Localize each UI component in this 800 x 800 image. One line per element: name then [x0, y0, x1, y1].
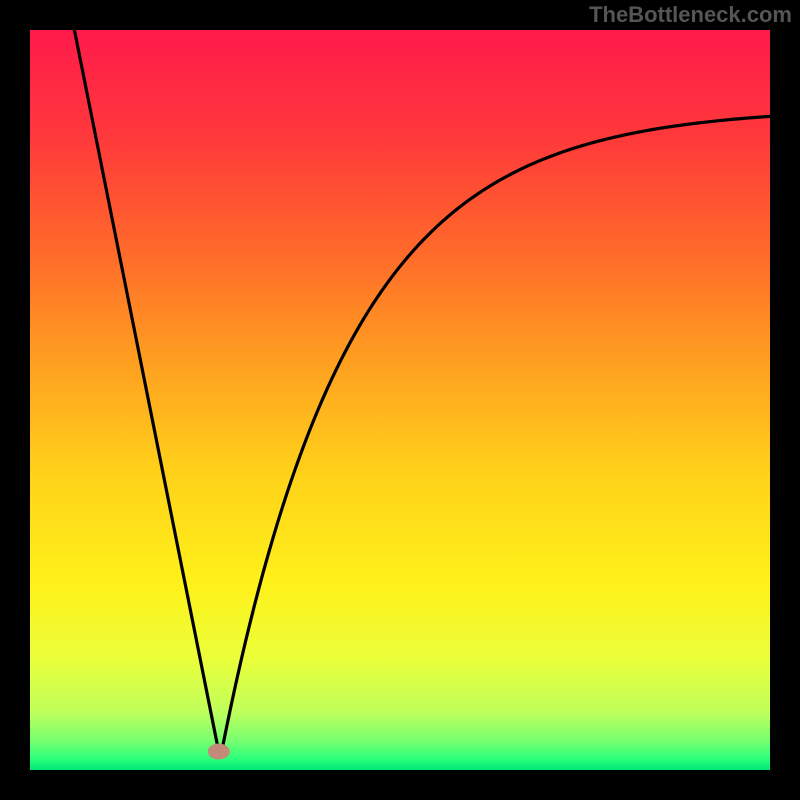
optimal-point-marker [208, 744, 230, 760]
gradient-plot-area [30, 30, 770, 770]
chart-container: TheBottleneck.com [0, 0, 800, 800]
attribution-label: TheBottleneck.com [589, 2, 792, 28]
bottleneck-chart [0, 0, 800, 800]
